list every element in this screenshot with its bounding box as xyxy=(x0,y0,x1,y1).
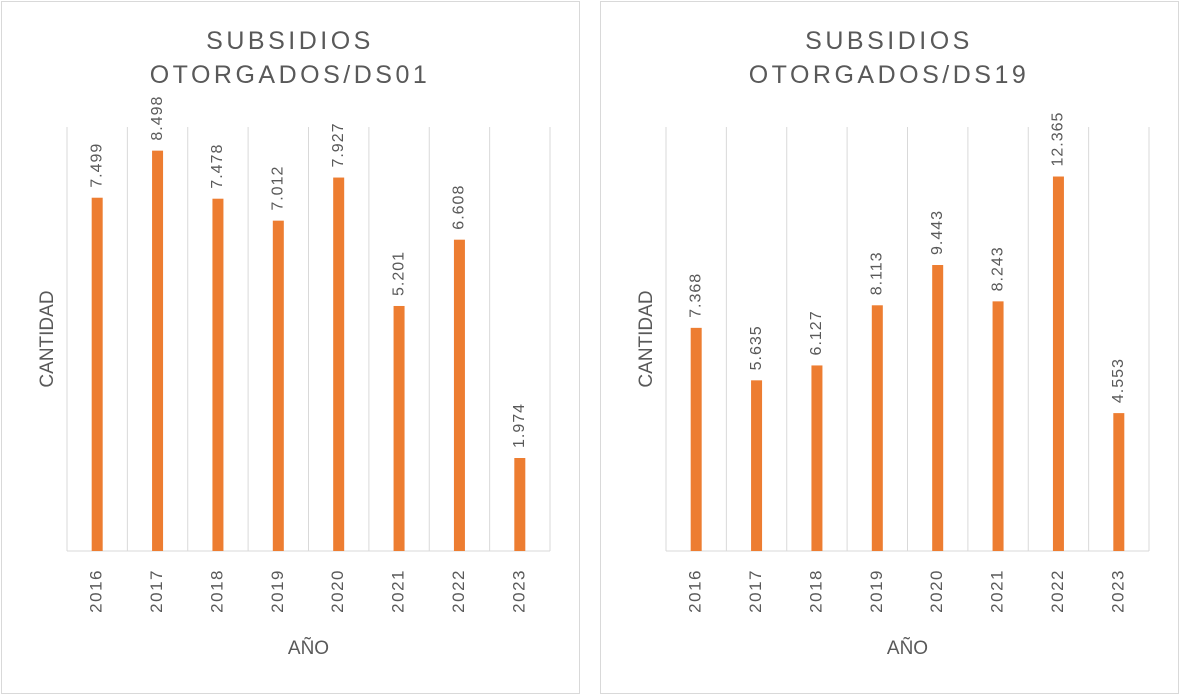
x-tick-label: 2021 xyxy=(389,569,408,613)
data-label: 8.498 xyxy=(149,96,166,141)
x-tick-label: 2018 xyxy=(207,569,226,613)
data-label: 5.635 xyxy=(748,325,765,370)
x-axis-title: AÑO xyxy=(887,637,928,659)
data-label: 9.443 xyxy=(929,210,946,255)
bar xyxy=(751,380,763,551)
x-tick-label: 2023 xyxy=(1108,569,1127,613)
data-label: 1.974 xyxy=(511,403,528,448)
bar xyxy=(811,365,823,551)
chart-panel: SUBSIDIOS OTORGADOS/DS19 7.368 2016 5.635 201… xyxy=(600,1,1179,694)
y-axis-title: CANTIDAD xyxy=(636,290,657,387)
x-tick-label: 2016 xyxy=(686,569,705,613)
y-axis-title: CANTIDAD xyxy=(37,290,58,387)
bar xyxy=(1113,413,1125,551)
bar xyxy=(992,301,1004,551)
x-tick-label: 2021 xyxy=(988,569,1007,613)
x-tick-label: 2017 xyxy=(746,569,765,613)
data-label: 5.201 xyxy=(390,251,407,296)
bar xyxy=(871,305,883,551)
data-label: 7.927 xyxy=(330,123,347,168)
bar xyxy=(272,220,284,551)
bar xyxy=(453,239,465,552)
x-axis-title: AÑO xyxy=(288,637,329,659)
data-label: 6.127 xyxy=(808,310,825,355)
x-tick-label: 2019 xyxy=(268,569,287,613)
chart-title: SUBSIDIOS OTORGADOS/DS19 xyxy=(749,27,1030,89)
x-tick-label: 2018 xyxy=(806,569,825,613)
bar xyxy=(393,305,405,551)
data-label: 12.365 xyxy=(1050,112,1067,167)
data-label: 8.113 xyxy=(869,251,886,295)
bar xyxy=(1052,176,1064,551)
bar xyxy=(690,327,702,551)
bar xyxy=(152,150,164,551)
data-label: 7.499 xyxy=(88,143,105,188)
bar xyxy=(212,198,224,551)
data-label: 8.243 xyxy=(989,246,1006,291)
chart-title: SUBSIDIOS OTORGADOS/DS01 xyxy=(150,27,431,89)
x-tick-label: 2020 xyxy=(328,569,347,613)
data-label: 4.553 xyxy=(1110,358,1127,403)
chart-panel: SUBSIDIOS OTORGADOS/DS01 7.499 2016 8.498 201… xyxy=(1,1,580,694)
x-tick-label: 2022 xyxy=(1048,569,1067,613)
x-tick-label: 2020 xyxy=(927,569,946,613)
data-label: 7.012 xyxy=(270,166,287,211)
bar xyxy=(333,177,345,551)
x-tick-label: 2023 xyxy=(509,569,528,613)
bar xyxy=(514,458,526,551)
x-tick-label: 2017 xyxy=(147,569,166,613)
x-tick-label: 2022 xyxy=(449,569,468,613)
bar xyxy=(932,265,944,551)
x-tick-label: 2016 xyxy=(87,569,106,613)
data-label: 6.608 xyxy=(451,185,468,230)
bar xyxy=(91,197,103,551)
x-tick-label: 2019 xyxy=(867,569,886,613)
data-label: 7.478 xyxy=(209,144,226,189)
data-label: 7.368 xyxy=(687,273,704,318)
